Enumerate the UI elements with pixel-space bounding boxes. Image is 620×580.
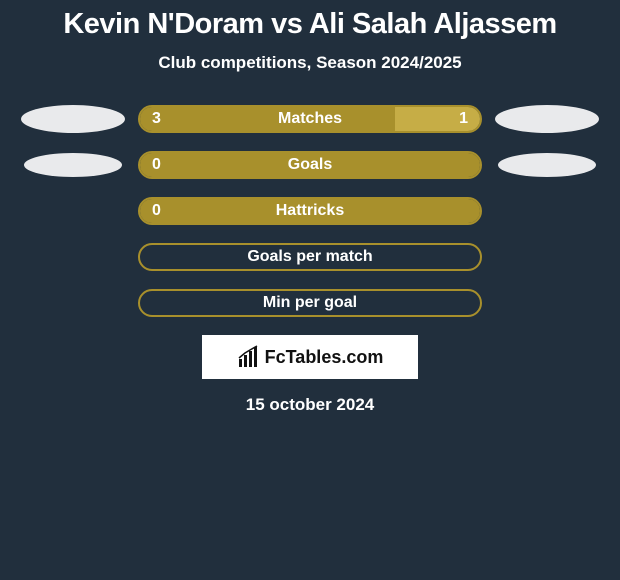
- comparison-widget: Kevin N'Doram vs Ali Salah Aljassem Club…: [0, 0, 620, 415]
- bar-fill-left: [140, 199, 480, 223]
- metric-bar: 0 Goals: [138, 151, 482, 179]
- subtitle: Club competitions, Season 2024/2025: [0, 53, 620, 73]
- value-left: 3: [152, 110, 161, 128]
- avatar-slot-left: [8, 153, 138, 177]
- metric-row: Goals per match: [8, 243, 612, 271]
- player-avatar-right: [498, 153, 596, 177]
- metric-bar: Min per goal: [138, 289, 482, 317]
- player-avatar-left: [24, 153, 122, 177]
- metric-row: 0 Hattricks: [8, 197, 612, 225]
- avatar-slot-left: [8, 105, 138, 133]
- bar-fill-left: [140, 153, 480, 177]
- brand-text: FcTables.com: [265, 347, 384, 368]
- avatar-slot-right: [482, 105, 612, 133]
- metric-row: 0 Goals: [8, 151, 612, 179]
- metric-bar: 3 Matches 1: [138, 105, 482, 133]
- footer-date: 15 october 2024: [0, 395, 620, 415]
- page-title: Kevin N'Doram vs Ali Salah Aljassem: [0, 8, 620, 41]
- metric-bar: 0 Hattricks: [138, 197, 482, 225]
- metric-label: Goals per match: [140, 248, 480, 266]
- metric-row: Min per goal: [8, 289, 612, 317]
- value-left: 0: [152, 156, 161, 174]
- metric-row: 3 Matches 1: [8, 105, 612, 133]
- player-avatar-right: [495, 105, 599, 133]
- player-avatar-left: [21, 105, 125, 133]
- bar-fill-left: [140, 107, 395, 131]
- brand-chart-icon: [237, 345, 261, 369]
- value-left: 0: [152, 202, 161, 220]
- brand-box[interactable]: FcTables.com: [202, 335, 418, 379]
- metric-label: Min per goal: [140, 294, 480, 312]
- metric-bar: Goals per match: [138, 243, 482, 271]
- metrics-area: 3 Matches 1 0 Goals: [0, 105, 620, 317]
- value-right: 1: [459, 110, 468, 128]
- avatar-slot-right: [482, 153, 612, 177]
